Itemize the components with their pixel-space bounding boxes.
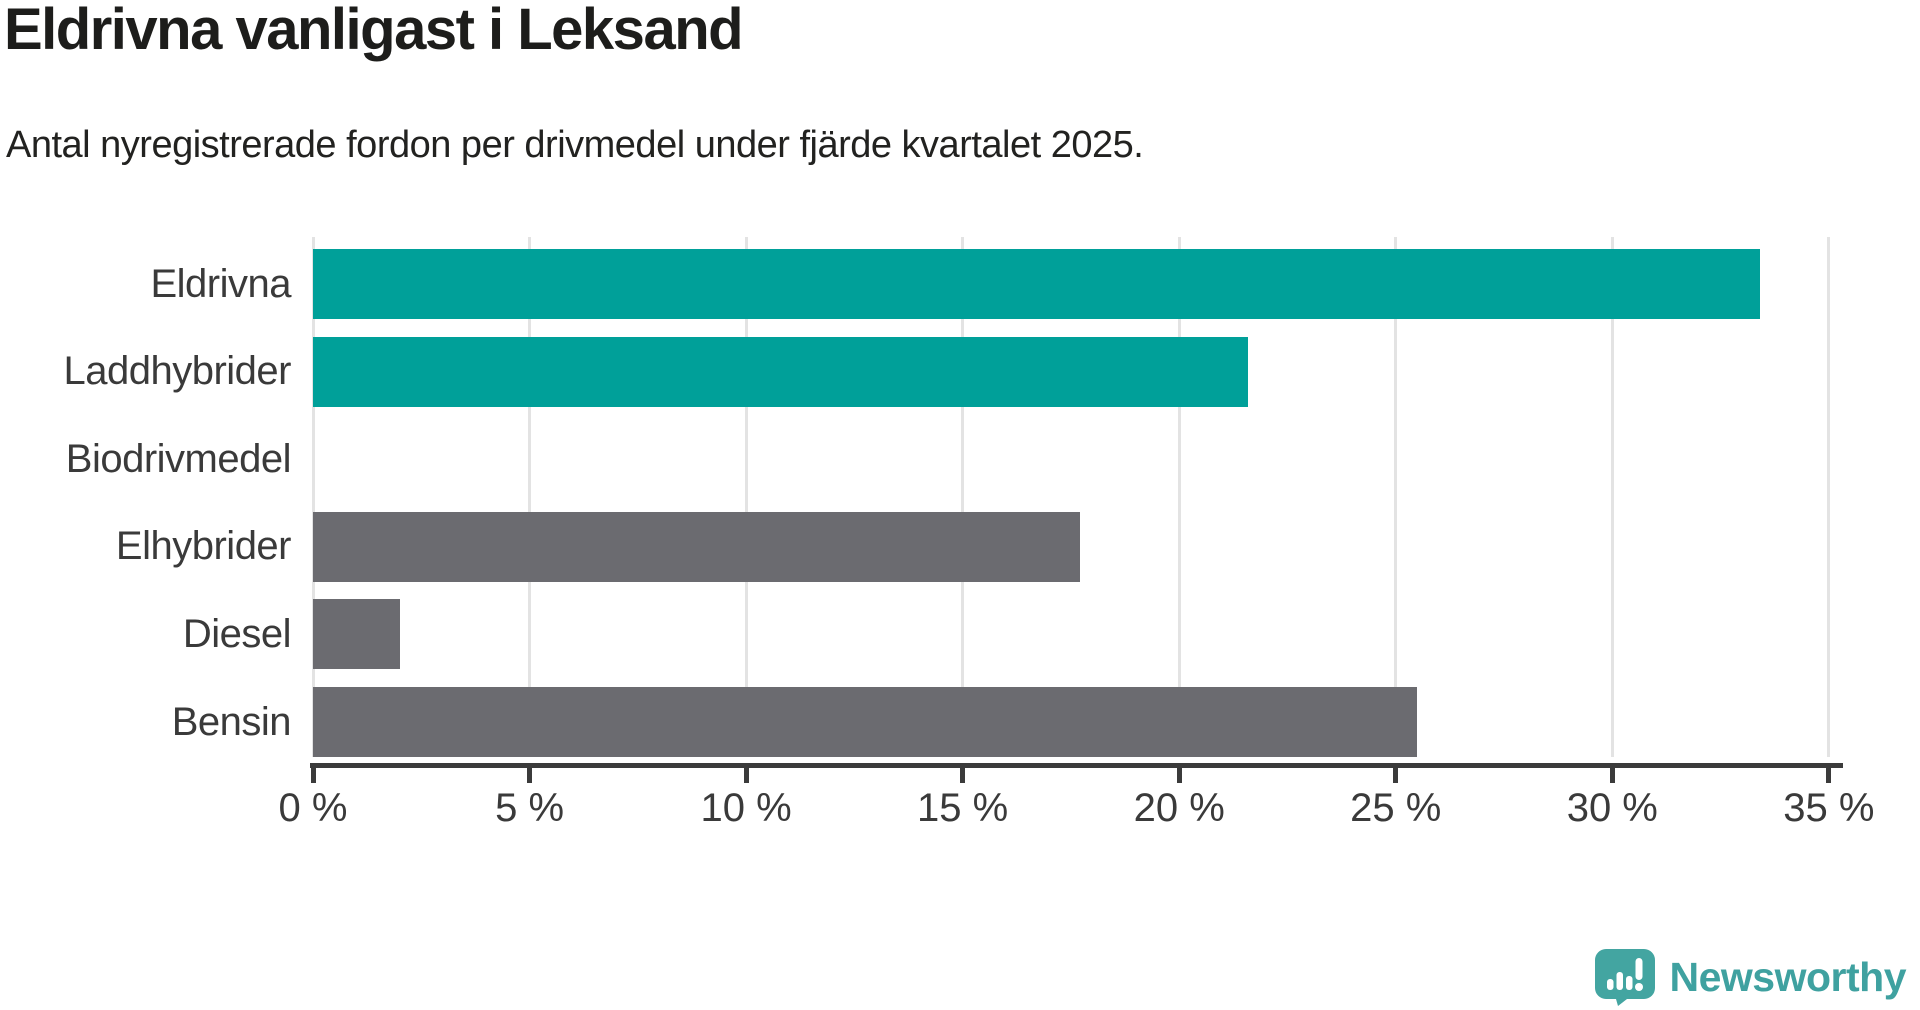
category-label-laddhybrider: Laddhybrider — [63, 349, 292, 394]
newsworthy-logo-icon — [1594, 949, 1655, 1006]
gridline-5pct — [528, 237, 532, 757]
bar-eldrivna — [313, 249, 1760, 319]
x-axis-tick-15pct — [960, 768, 966, 783]
gridline-10pct — [744, 237, 748, 757]
x-axis-tick-label: 25 % — [1350, 786, 1442, 830]
category-label-diesel: Diesel — [182, 611, 292, 656]
x-axis-tick-0pct — [310, 768, 316, 783]
category-label-eldrivna: Eldrivna — [150, 261, 291, 306]
bar-elhybrider — [313, 511, 1080, 582]
x-axis-tick-label: 30 % — [1566, 786, 1658, 830]
newsworthy-logo-text: Newsworthy — [1669, 953, 1907, 1000]
x-axis-tick-label: 10 % — [700, 786, 792, 830]
gridline-0pct — [311, 237, 315, 757]
x-axis-tick-20pct — [1176, 768, 1182, 783]
chart-title: Eldrivna vanligast i Leksand — [4, 0, 744, 62]
chart-subtitle: Antal nyregistrerade fordon per drivmede… — [6, 124, 1144, 166]
x-axis-tick-label: 15 % — [917, 786, 1009, 830]
gridline-25pct — [1394, 237, 1398, 757]
gridline-35pct — [1827, 237, 1831, 757]
bar-laddhybrider — [313, 336, 1249, 407]
bar-bensin — [313, 687, 1418, 757]
x-axis-tick-5pct — [527, 768, 533, 783]
x-axis-tick-25pct — [1393, 768, 1399, 783]
newsworthy-logo[interactable]: Newsworthy — [1594, 948, 1907, 1006]
category-label-biodrivmedel: Biodrivmedel — [65, 436, 292, 481]
gridline-20pct — [1177, 237, 1181, 757]
category-label-bensin: Bensin — [171, 699, 292, 744]
x-axis-line — [310, 763, 1843, 768]
x-axis-tick-label: 35 % — [1783, 786, 1875, 830]
bar-diesel — [313, 599, 400, 670]
x-axis-tick-label: 20 % — [1133, 786, 1225, 830]
x-axis-tick-35pct — [1826, 768, 1832, 783]
x-axis-tick-label: 0 % — [278, 786, 348, 830]
x-axis-tick-10pct — [743, 768, 749, 783]
x-axis-tick-label: 5 % — [495, 786, 565, 830]
category-label-elhybrider: Elhybrider — [115, 524, 292, 569]
gridline-30pct — [1610, 237, 1614, 757]
gridline-15pct — [961, 237, 965, 757]
x-axis-tick-30pct — [1609, 768, 1615, 783]
